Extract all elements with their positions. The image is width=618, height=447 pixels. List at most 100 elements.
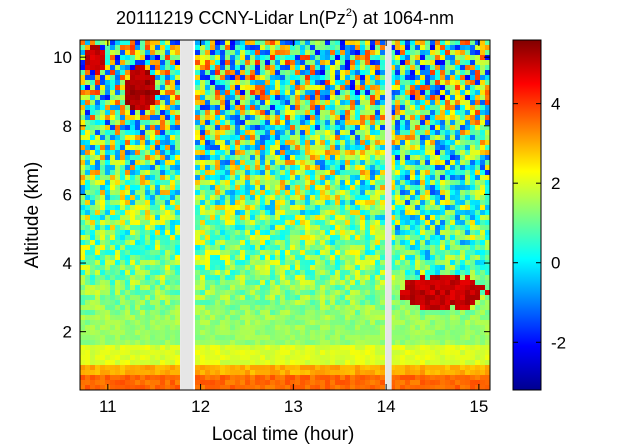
heatmap-cell [140, 235, 145, 240]
heatmap-cell [305, 250, 310, 255]
heatmap-cell [330, 305, 335, 310]
heatmap-cell [265, 195, 270, 200]
heatmap-cell [440, 150, 445, 155]
heatmap-cell [380, 105, 385, 110]
heatmap-cell [435, 245, 440, 250]
heatmap-cell [435, 60, 440, 65]
heatmap-cell [220, 60, 225, 65]
heatmap-cell [295, 290, 300, 295]
heatmap-cell [230, 125, 235, 130]
heatmap-cell [165, 380, 170, 385]
heatmap-cell [370, 330, 375, 335]
heatmap-cell [230, 75, 235, 80]
heatmap-cell [260, 260, 265, 265]
heatmap-cell [135, 120, 140, 125]
heatmap-cell [285, 160, 290, 165]
heatmap-cell [360, 375, 365, 380]
heatmap-cell [435, 55, 440, 60]
heatmap-cell [175, 285, 180, 290]
heatmap-cell [275, 155, 280, 160]
heatmap-cell [380, 130, 385, 135]
heatmap-cell [200, 370, 205, 375]
heatmap-cell [335, 320, 340, 325]
heatmap-cell [90, 65, 95, 70]
heatmap-cell [115, 310, 120, 315]
heatmap-cell [90, 175, 95, 180]
heatmap-cell [150, 240, 155, 245]
heatmap-cell [320, 55, 325, 60]
heatmap-cell [100, 205, 105, 210]
heatmap-cell [125, 320, 130, 325]
heatmap-cell [145, 285, 150, 290]
heatmap-cell [450, 315, 455, 320]
heatmap-cell [325, 165, 330, 170]
heatmap-cell [195, 280, 200, 285]
heatmap-cell [365, 70, 370, 75]
heatmap-cell [325, 55, 330, 60]
heatmap-cell [140, 265, 145, 270]
heatmap-cell [450, 215, 455, 220]
heatmap-cell [340, 220, 345, 225]
heatmap-cell [95, 370, 100, 375]
heatmap-cell [400, 175, 405, 180]
heatmap-cell [450, 260, 455, 265]
heatmap-cell [305, 320, 310, 325]
heatmap-cell [415, 340, 420, 345]
heatmap-cell [135, 340, 140, 345]
heatmap-cell [375, 165, 380, 170]
heatmap-cell [105, 260, 110, 265]
heatmap-cell [245, 50, 250, 55]
heatmap-cell [380, 350, 385, 355]
heatmap-cell [235, 135, 240, 140]
heatmap-cell [225, 265, 230, 270]
heatmap-cell [140, 40, 145, 45]
heatmap-cell [105, 110, 110, 115]
heatmap-cell [235, 95, 240, 100]
heatmap-cell [210, 235, 215, 240]
heatmap-cell [115, 140, 120, 145]
heatmap-cell [175, 260, 180, 265]
heatmap-cell [165, 195, 170, 200]
heatmap-cell [80, 40, 85, 45]
heatmap-cell [395, 155, 400, 160]
heatmap-cell [455, 155, 460, 160]
heatmap-cell [435, 135, 440, 140]
heatmap-cell [85, 160, 90, 165]
heatmap-cell [165, 350, 170, 355]
heatmap-cell [130, 220, 135, 225]
heatmap-cell [360, 315, 365, 320]
heatmap-cell [200, 250, 205, 255]
heatmap-cell [365, 50, 370, 55]
heatmap-cell [110, 335, 115, 340]
heatmap-cell [380, 205, 385, 210]
heatmap-cell [235, 350, 240, 355]
heatmap-cell [355, 205, 360, 210]
heatmap-cell [175, 160, 180, 165]
heatmap-cell [310, 300, 315, 305]
heatmap-cell [360, 155, 365, 160]
heatmap-cell [435, 380, 440, 385]
heatmap-cell [150, 245, 155, 250]
heatmap-cell [280, 190, 285, 195]
heatmap-cell [90, 250, 95, 255]
heatmap-cell [405, 60, 410, 65]
heatmap-cell [255, 365, 260, 370]
heatmap-cell [170, 175, 175, 180]
heatmap-cell [90, 230, 95, 235]
heatmap-cell [340, 110, 345, 115]
heatmap-cell [390, 285, 395, 290]
heatmap-cell [360, 240, 365, 245]
heatmap-cell [315, 340, 320, 345]
heatmap-cell [355, 140, 360, 145]
heatmap-cell [450, 285, 455, 290]
heatmap-cell [175, 315, 180, 320]
heatmap-cell [100, 60, 105, 65]
heatmap-cell [90, 375, 95, 380]
heatmap-cell [205, 185, 210, 190]
heatmap-cell [345, 160, 350, 165]
heatmap-cell [415, 155, 420, 160]
heatmap-cell [330, 125, 335, 130]
heatmap-cell [345, 250, 350, 255]
heatmap-cell [265, 380, 270, 385]
heatmap-cell [295, 370, 300, 375]
